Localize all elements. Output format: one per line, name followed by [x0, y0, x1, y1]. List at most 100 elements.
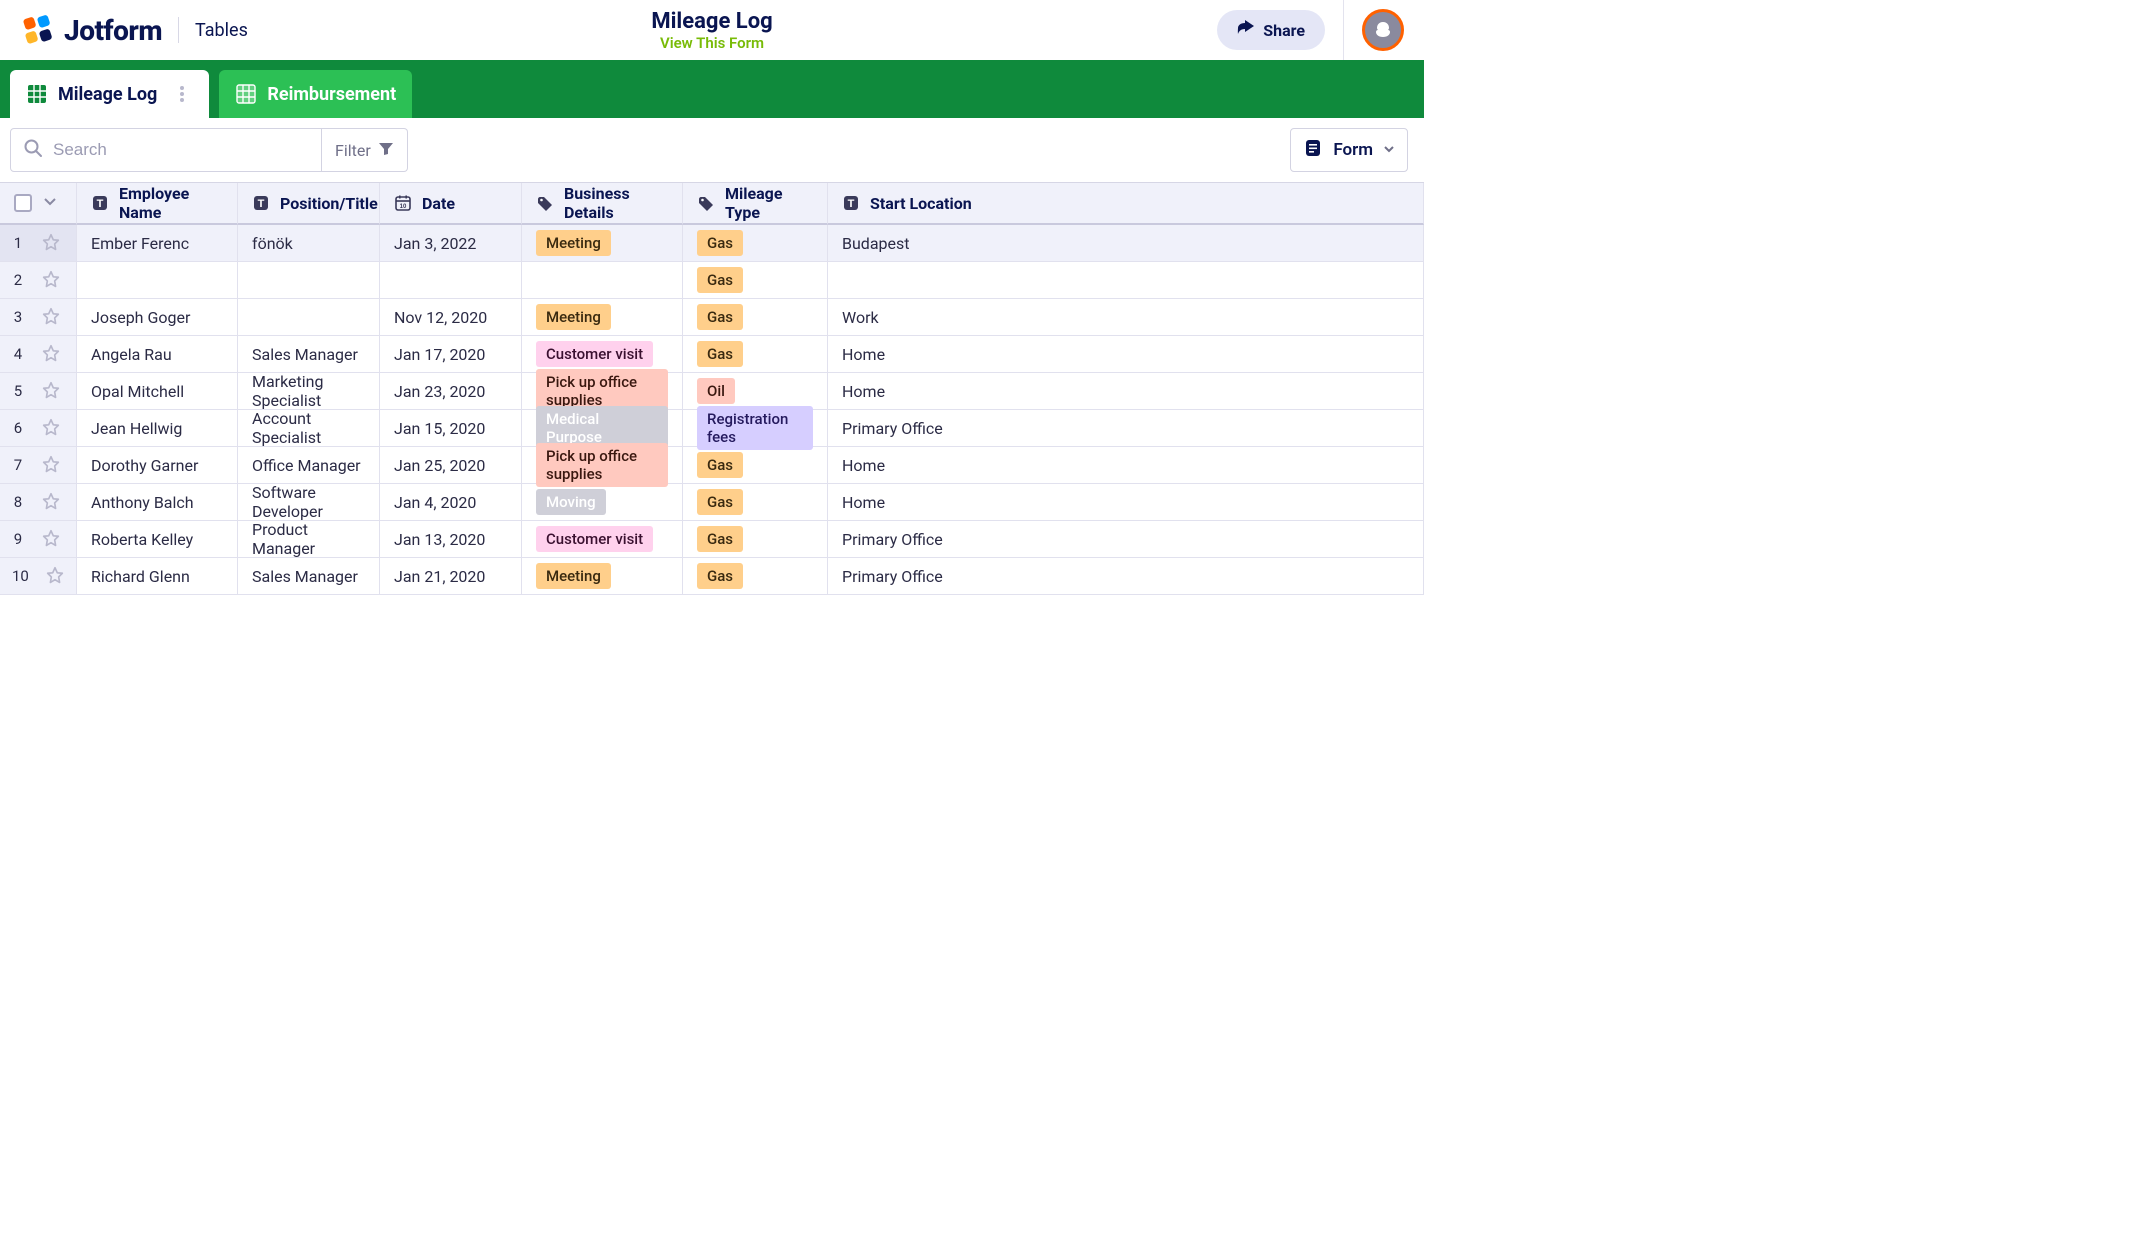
cell-start[interactable]: Home	[828, 336, 1424, 373]
column-header[interactable]: TEmployee Name	[77, 183, 238, 225]
column-header[interactable]: 10Date	[380, 183, 522, 225]
cell-date[interactable]: Jan 21, 2020	[380, 558, 522, 595]
star-icon[interactable]	[40, 528, 62, 550]
cell-mileage[interactable]: Gas	[683, 336, 828, 373]
cell-start[interactable]	[828, 262, 1424, 299]
star-icon[interactable]	[40, 343, 62, 365]
chevron-down-icon[interactable]	[42, 193, 58, 213]
cell-employee[interactable]	[77, 262, 238, 299]
cell-employee[interactable]: Joseph Goger	[77, 299, 238, 336]
cell-business[interactable]: Moving	[522, 484, 683, 521]
table-row[interactable]: 9Roberta KelleyProduct ManagerJan 13, 20…	[0, 521, 1424, 558]
cell-position[interactable]: Marketing Specialist	[238, 373, 380, 410]
cell-employee[interactable]: Richard Glenn	[77, 558, 238, 595]
cell-business[interactable]: Customer visit	[522, 336, 683, 373]
table-row[interactable]: 10Richard GlennSales ManagerJan 21, 2020…	[0, 558, 1424, 595]
cell-employee[interactable]: Dorothy Garner	[77, 447, 238, 484]
cell-employee[interactable]: Anthony Balch	[77, 484, 238, 521]
cell-start[interactable]: Budapest	[828, 225, 1424, 262]
column-header[interactable]: TStart Location	[828, 183, 1424, 225]
row-number: 6	[12, 419, 24, 437]
star-icon[interactable]	[44, 565, 66, 587]
cell-employee[interactable]: Opal Mitchell	[77, 373, 238, 410]
cell-employee[interactable]: Angela Rau	[77, 336, 238, 373]
logo[interactable]: Jotform	[20, 13, 162, 47]
cell-employee[interactable]: Jean Hellwig	[77, 410, 238, 447]
cell-employee[interactable]: Roberta Kelley	[77, 521, 238, 558]
star-icon[interactable]	[40, 454, 62, 476]
cell-mileage[interactable]: Gas	[683, 484, 828, 521]
cell-mileage[interactable]: Gas	[683, 299, 828, 336]
column-header[interactable]: TPosition/Title	[238, 183, 380, 225]
cell-business[interactable]: Meeting	[522, 558, 683, 595]
cell-mileage[interactable]: Gas	[683, 262, 828, 299]
filter-button[interactable]: Filter	[321, 128, 408, 172]
cell-position[interactable]	[238, 299, 380, 336]
cell-business[interactable]: Customer visit	[522, 521, 683, 558]
view-form-link[interactable]: View This Form	[651, 34, 772, 52]
cell-employee[interactable]: Ember Ferenc	[77, 225, 238, 262]
column-header[interactable]: Business Details	[522, 183, 683, 225]
column-header[interactable]: Mileage Type	[683, 183, 828, 225]
cell-business[interactable]	[522, 262, 683, 299]
cell-business[interactable]: Pick up office supplies	[522, 447, 683, 484]
cell-business[interactable]: Meeting	[522, 299, 683, 336]
cell-date[interactable]: Jan 15, 2020	[380, 410, 522, 447]
cell-start[interactable]: Home	[828, 484, 1424, 521]
avatar[interactable]	[1362, 9, 1404, 51]
cell-position[interactable]: Account Specialist	[238, 410, 380, 447]
cell-start[interactable]: Primary Office	[828, 558, 1424, 595]
cell-date[interactable]: Jan 23, 2020	[380, 373, 522, 410]
cell-position[interactable]	[238, 262, 380, 299]
cell-mileage[interactable]: Registration fees	[683, 410, 828, 447]
star-icon[interactable]	[40, 491, 62, 513]
star-icon[interactable]	[40, 232, 62, 254]
tab-more-icon[interactable]	[171, 83, 193, 105]
table-row[interactable]: 1Ember FerencfönökJan 3, 2022MeetingGasB…	[0, 225, 1424, 262]
cell-position[interactable]: Product Manager	[238, 521, 380, 558]
table-row[interactable]: 6 Jean HellwigAccount SpecialistJan 15, 2…	[0, 410, 1424, 447]
table-row[interactable]: 3Joseph GogerNov 12, 2020MeetingGasWork	[0, 299, 1424, 336]
cell-business[interactable]: Pick up office supplies	[522, 373, 683, 410]
table-row[interactable]: 2Gas	[0, 262, 1424, 299]
cell-start[interactable]: Home	[828, 447, 1424, 484]
cell-mileage[interactable]: Gas	[683, 447, 828, 484]
cell-date[interactable]: Nov 12, 2020	[380, 299, 522, 336]
table-row[interactable]: 4Angela RauSales ManagerJan 17, 2020Cust…	[0, 336, 1424, 373]
star-icon[interactable]	[40, 306, 62, 328]
cell-mileage[interactable]: Gas	[683, 225, 828, 262]
cell-start[interactable]: Primary Office	[828, 521, 1424, 558]
star-icon[interactable]	[40, 269, 62, 291]
search-input[interactable]	[53, 140, 309, 160]
cell-date[interactable]: Jan 25, 2020	[380, 447, 522, 484]
cell-start[interactable]: Work	[828, 299, 1424, 336]
cell-date[interactable]: Jan 13, 2020	[380, 521, 522, 558]
cell-business[interactable]: Medical Purpose	[522, 410, 683, 447]
star-icon[interactable]	[40, 417, 62, 439]
star-icon[interactable]	[40, 380, 62, 402]
cell-date[interactable]: Jan 3, 2022	[380, 225, 522, 262]
table-row[interactable]: 5Opal MitchellMarketing SpecialistJan 23…	[0, 373, 1424, 410]
cell-mileage[interactable]: Oil	[683, 373, 828, 410]
select-all-checkbox[interactable]	[14, 194, 32, 212]
tab-reimbursement[interactable]: Reimbursement	[219, 70, 412, 118]
cell-date[interactable]	[380, 262, 522, 299]
tab-mileage-log[interactable]: Mileage Log	[10, 70, 209, 118]
cell-position[interactable]: Office Manager	[238, 447, 380, 484]
cell-business[interactable]: Meeting	[522, 225, 683, 262]
section-label[interactable]: Tables	[195, 20, 248, 41]
cell-start[interactable]: Primary Office	[828, 410, 1424, 447]
cell-mileage[interactable]: Gas	[683, 558, 828, 595]
cell-mileage[interactable]: Gas	[683, 521, 828, 558]
cell-date[interactable]: Jan 17, 2020	[380, 336, 522, 373]
cell-date[interactable]: Jan 4, 2020	[380, 484, 522, 521]
table-row[interactable]: 8Anthony BalchSoftware DeveloperJan 4, 2…	[0, 484, 1424, 521]
form-view-button[interactable]: Form	[1290, 128, 1408, 172]
share-button[interactable]: Share	[1217, 10, 1325, 50]
cell-start[interactable]: Home	[828, 373, 1424, 410]
table-row[interactable]: 7Dorothy GarnerOffice ManagerJan 25, 202…	[0, 447, 1424, 484]
cell-position[interactable]: fönök	[238, 225, 380, 262]
cell-position[interactable]: Software Developer	[238, 484, 380, 521]
cell-position[interactable]: Sales Manager	[238, 558, 380, 595]
cell-position[interactable]: Sales Manager	[238, 336, 380, 373]
